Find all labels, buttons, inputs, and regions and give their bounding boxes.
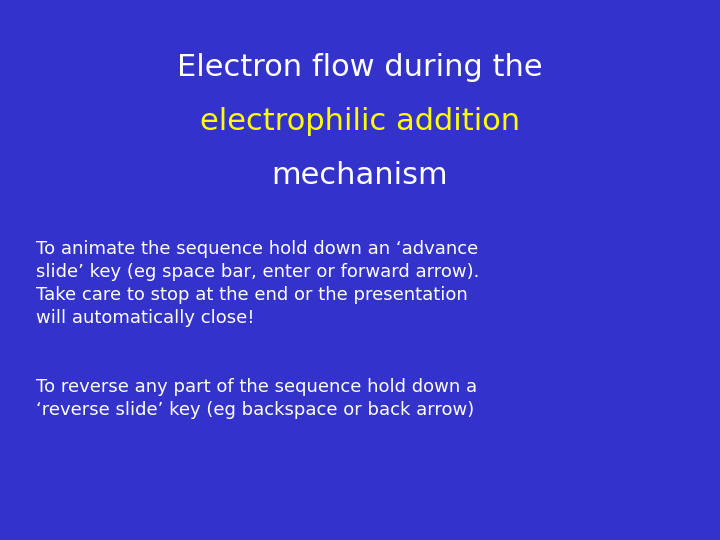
Text: Electron flow during the: Electron flow during the (177, 53, 543, 82)
Text: electrophilic addition: electrophilic addition (200, 107, 520, 136)
Text: mechanism: mechanism (271, 161, 449, 190)
Text: To reverse any part of the sequence hold down a
‘reverse slide’ key (eg backspac: To reverse any part of the sequence hold… (36, 378, 477, 419)
Text: To animate the sequence hold down an ‘advance
slide’ key (eg space bar, enter or: To animate the sequence hold down an ‘ad… (36, 240, 480, 327)
